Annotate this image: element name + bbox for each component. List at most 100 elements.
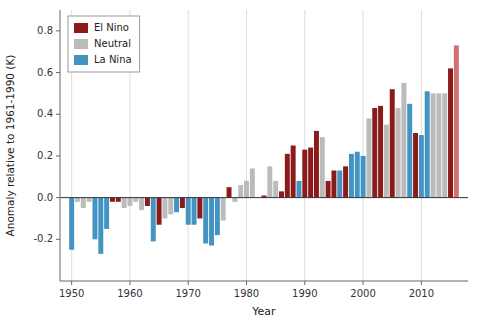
legend-swatch bbox=[74, 23, 88, 33]
legend-label: Neutral bbox=[94, 38, 131, 49]
bar bbox=[431, 93, 436, 197]
bar bbox=[133, 198, 138, 202]
bar bbox=[366, 118, 371, 197]
y-tick-label: -0.2 bbox=[33, 233, 53, 244]
bar bbox=[355, 152, 360, 198]
bar bbox=[104, 198, 109, 229]
bar bbox=[180, 198, 185, 208]
grid-line bbox=[246, 10, 247, 281]
bar bbox=[174, 198, 179, 213]
x-tick-label: 1970 bbox=[176, 288, 201, 299]
bar bbox=[308, 148, 313, 198]
bar bbox=[361, 156, 366, 198]
bar bbox=[238, 185, 243, 198]
bar bbox=[442, 93, 447, 197]
legend-box bbox=[68, 16, 140, 72]
x-tick-label: 2010 bbox=[409, 288, 434, 299]
bar bbox=[291, 146, 296, 198]
legend: El Nino Neutral La Nina bbox=[68, 16, 140, 72]
bar bbox=[343, 166, 348, 197]
bar bbox=[273, 181, 278, 198]
bar bbox=[349, 154, 354, 198]
x-tick-label: 1980 bbox=[234, 288, 259, 299]
x-tick bbox=[188, 281, 189, 285]
bar bbox=[419, 135, 424, 198]
x-tick-label: 1990 bbox=[292, 288, 317, 299]
bar bbox=[81, 198, 86, 208]
bar bbox=[250, 168, 255, 197]
bar bbox=[162, 198, 167, 219]
grid-line bbox=[304, 10, 305, 281]
bars bbox=[69, 45, 459, 253]
bar bbox=[98, 198, 103, 254]
bar bbox=[227, 187, 232, 197]
x-tick bbox=[129, 281, 130, 285]
bar bbox=[232, 198, 237, 202]
x-axis-line bbox=[60, 281, 468, 282]
x-tick bbox=[363, 281, 364, 285]
bar bbox=[337, 171, 342, 198]
bar bbox=[320, 137, 325, 197]
bar bbox=[168, 198, 173, 215]
grid-line bbox=[188, 10, 189, 281]
y-tick bbox=[56, 239, 60, 240]
bar bbox=[314, 131, 319, 198]
background bbox=[0, 0, 480, 321]
y-tick bbox=[56, 155, 60, 156]
axes: -0.20.00.20.40.60.8195019601970198019902… bbox=[33, 10, 468, 299]
bar bbox=[390, 89, 395, 197]
y-tick bbox=[56, 72, 60, 73]
bar bbox=[378, 106, 383, 198]
bar bbox=[157, 198, 162, 225]
x-axis-label: Year bbox=[251, 305, 276, 318]
bar bbox=[69, 198, 74, 250]
y-axis-label: Anomaly relative to 1961-1990 (K) bbox=[4, 55, 16, 237]
bar bbox=[145, 198, 150, 206]
y-tick bbox=[56, 114, 60, 115]
bar bbox=[209, 198, 214, 246]
legend-swatch bbox=[74, 39, 88, 49]
bar bbox=[267, 166, 272, 197]
bar bbox=[221, 198, 226, 221]
bar bbox=[215, 198, 220, 236]
y-tick-label: 0.2 bbox=[37, 150, 53, 161]
bar bbox=[425, 91, 430, 197]
bar bbox=[110, 198, 115, 202]
bar bbox=[116, 198, 121, 202]
bar bbox=[75, 198, 80, 202]
bar bbox=[92, 198, 97, 240]
x-tick bbox=[71, 281, 72, 285]
bar bbox=[151, 198, 156, 242]
bar bbox=[302, 150, 307, 198]
y-tick-label: 0.4 bbox=[37, 108, 53, 119]
chart: -0.20.00.20.40.60.8195019601970198019902… bbox=[0, 0, 480, 321]
bar bbox=[203, 198, 208, 244]
bar bbox=[186, 198, 191, 225]
bar bbox=[127, 198, 132, 206]
y-tick-label: 0.8 bbox=[37, 25, 53, 36]
y-tick bbox=[56, 197, 60, 198]
x-tick bbox=[421, 281, 422, 285]
grid-line bbox=[363, 10, 364, 281]
bar bbox=[285, 154, 290, 198]
x-tick bbox=[246, 281, 247, 285]
bar bbox=[384, 125, 389, 198]
bar bbox=[244, 181, 249, 198]
x-tick-label: 1960 bbox=[117, 288, 142, 299]
bar bbox=[197, 198, 202, 219]
bar bbox=[296, 181, 301, 198]
bar bbox=[331, 171, 336, 198]
bar bbox=[454, 45, 459, 197]
y-tick-label: 0.6 bbox=[37, 67, 53, 78]
bar bbox=[87, 198, 92, 202]
bar bbox=[436, 93, 441, 197]
x-tick bbox=[304, 281, 305, 285]
bar bbox=[401, 83, 406, 198]
legend-label: El Nino bbox=[94, 22, 129, 33]
bar bbox=[326, 181, 331, 198]
bar bbox=[139, 198, 144, 211]
bar bbox=[122, 198, 127, 208]
legend-label: La Nina bbox=[94, 54, 132, 65]
bar bbox=[448, 68, 453, 197]
legend-swatch bbox=[74, 55, 88, 65]
